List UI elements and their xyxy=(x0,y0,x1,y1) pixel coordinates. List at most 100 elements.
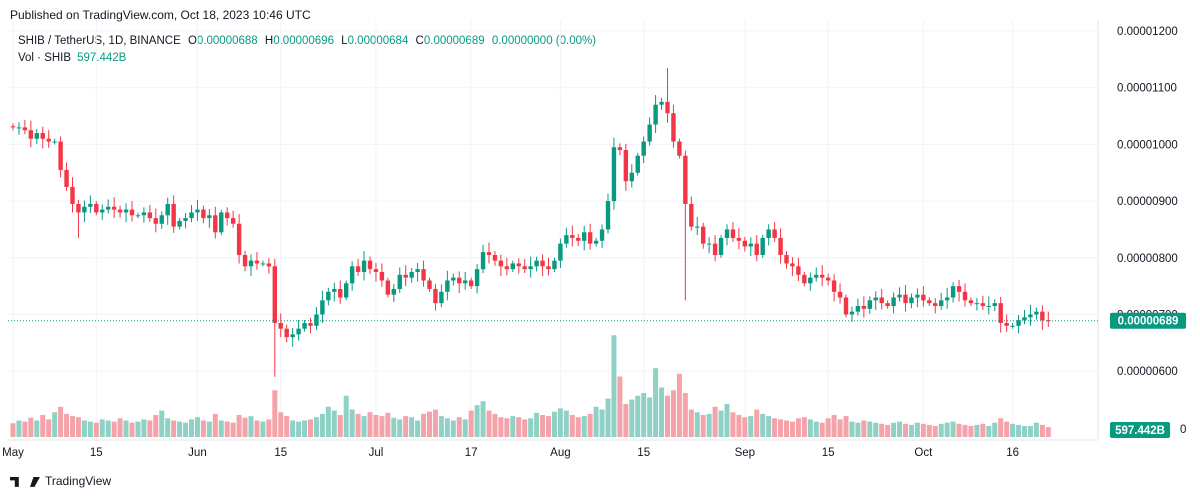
candle-body xyxy=(34,133,39,139)
candle-body xyxy=(260,263,266,265)
candle-body xyxy=(135,215,141,217)
volume-bar xyxy=(194,417,200,437)
tradingview-logo-icon xyxy=(10,476,19,487)
volume-bar xyxy=(551,411,557,437)
candle-body xyxy=(796,266,801,275)
candle-body xyxy=(825,277,831,281)
volume-bar xyxy=(599,409,605,437)
candle-body xyxy=(207,215,212,219)
volume-bar xyxy=(278,412,284,437)
volume-bar xyxy=(10,423,16,437)
volume-label[interactable]: Vol · SHIB xyxy=(18,52,72,64)
last-price-line: 0.00000689 0 597.442B xyxy=(8,312,1186,438)
candle-body xyxy=(552,260,557,270)
x-tick-label: 15 xyxy=(822,447,835,459)
volume-bar xyxy=(855,422,861,437)
volume-bar xyxy=(206,421,212,437)
candle-body xyxy=(808,277,813,284)
volume-bar xyxy=(581,416,587,437)
volume-bar xyxy=(730,412,736,437)
candle-body xyxy=(504,266,510,270)
candle-body xyxy=(468,280,474,287)
volume-bar xyxy=(676,373,682,437)
volume-bar xyxy=(897,421,903,437)
volume-bar xyxy=(218,420,224,437)
volume-bar xyxy=(908,424,914,437)
volume-bar xyxy=(135,421,141,437)
candle-body xyxy=(534,260,539,267)
volume-bar xyxy=(1045,427,1051,437)
candle-body xyxy=(177,220,182,227)
volume-bar xyxy=(260,421,266,437)
candle-body xyxy=(415,269,420,272)
volume-bar xyxy=(724,404,730,437)
volume-bar xyxy=(22,421,28,437)
x-tick-label: Jul xyxy=(369,447,384,459)
candle-body xyxy=(790,263,795,267)
candle-body xyxy=(730,229,736,238)
volume-bar xyxy=(992,422,998,437)
volume-bar xyxy=(843,416,849,437)
volume-bar xyxy=(147,420,153,437)
volume-bar xyxy=(16,420,22,437)
candle-body xyxy=(582,232,587,241)
candle-body xyxy=(522,266,527,270)
volume-bar xyxy=(284,416,290,437)
candle-body xyxy=(254,260,260,264)
volume-bar xyxy=(914,422,920,437)
candle-body xyxy=(373,269,379,272)
x-tick-label: 15 xyxy=(637,447,650,459)
volume-bar xyxy=(171,420,177,437)
candle-body xyxy=(873,297,878,301)
volume-bar xyxy=(516,417,522,437)
candle-body xyxy=(701,226,706,244)
candle-body xyxy=(653,104,658,125)
candle-body xyxy=(147,212,153,219)
volume-bar xyxy=(319,413,325,437)
candle-body xyxy=(46,138,51,142)
low-label: L xyxy=(341,35,348,47)
last-volume-badge xyxy=(1110,422,1170,438)
candle-body xyxy=(611,147,617,202)
volume-bar xyxy=(183,422,189,437)
volume-bar xyxy=(456,417,462,437)
candle-body xyxy=(724,229,730,238)
volume-bar xyxy=(141,419,147,437)
candle-body xyxy=(64,169,69,187)
y-tick-label: 0.00000800 xyxy=(1117,253,1178,265)
candle-body xyxy=(361,260,367,272)
candle-body xyxy=(706,243,712,245)
candle-body xyxy=(950,286,956,298)
volume-bar xyxy=(688,409,694,437)
volume-bar xyxy=(819,422,825,437)
candle-body xyxy=(326,291,331,301)
price-axis[interactable]: 0.00001200 0.00001100 0.00001000 0.00000900… xyxy=(1117,26,1178,378)
volume-bar xyxy=(498,417,504,437)
volume-bar xyxy=(492,413,498,437)
symbol-name[interactable]: SHIB / TetherUS, 1D, BINANCE xyxy=(18,35,181,47)
tradingview-logo[interactable]: TradingView xyxy=(10,474,111,488)
volume-bar xyxy=(117,418,123,437)
time-axis[interactable]: May 15 Jun 15 Jul 17 Aug 15 Sep 15 Oct 16 xyxy=(2,447,1019,459)
candle-body xyxy=(153,218,158,224)
volume-bar xyxy=(230,422,236,437)
volume-bar xyxy=(1004,421,1010,437)
candle-body xyxy=(540,260,545,267)
volume-bar xyxy=(920,423,926,437)
volume-bar xyxy=(825,418,831,437)
volume-bar xyxy=(569,415,575,437)
candle-body xyxy=(123,209,129,213)
volume-bar xyxy=(831,415,837,437)
candle-body xyxy=(421,269,426,281)
volume-bar xyxy=(486,410,492,437)
high-value: 0.00000696 xyxy=(273,35,334,47)
candle-body xyxy=(903,294,908,304)
candle-body xyxy=(117,209,123,213)
y-tick-label: 0.00001200 xyxy=(1117,26,1178,38)
candle-body xyxy=(106,206,111,210)
volume-bar xyxy=(236,415,242,437)
candle-body xyxy=(344,283,349,298)
volume-bar xyxy=(510,416,516,437)
x-tick-label: 15 xyxy=(90,447,103,459)
